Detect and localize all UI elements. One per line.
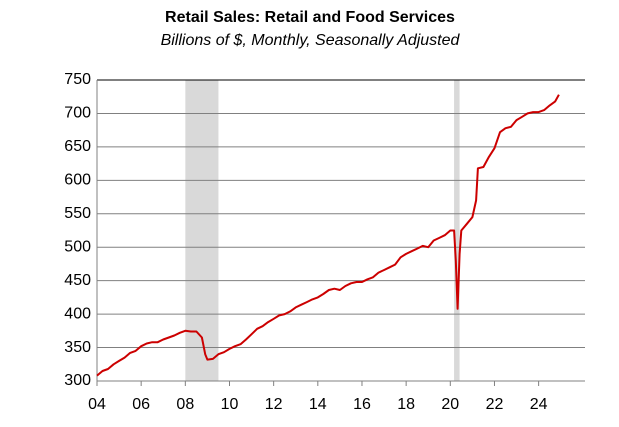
y-tick-label: 450: [64, 272, 91, 289]
y-tick-label: 300: [64, 372, 91, 389]
x-tick-label: 18: [397, 396, 415, 413]
chart-title: Retail Sales: Retail and Food Services: [165, 9, 455, 26]
x-tick-label: 08: [176, 396, 194, 413]
x-tick-label: 22: [486, 396, 504, 413]
x-tick-label: 20: [441, 396, 459, 413]
chart-subtitle: Billions of $, Monthly, Seasonally Adjus…: [161, 32, 461, 49]
data-line: [96, 94, 560, 377]
y-tick-label: 550: [64, 205, 91, 222]
y-tick-label: 350: [64, 339, 91, 356]
x-tick-label: 16: [353, 396, 371, 413]
y-tick-label: 750: [64, 71, 91, 88]
y-tick-label: 700: [64, 105, 91, 122]
x-tick-label: 10: [221, 396, 239, 413]
y-tick-label: 500: [64, 238, 91, 255]
y-tick-label: 650: [64, 138, 91, 155]
x-tick-label: 06: [132, 396, 150, 413]
y-tick-label: 400: [64, 305, 91, 322]
recession-band: [185, 80, 219, 381]
x-tick-label: 12: [265, 396, 283, 413]
recession-band: [454, 80, 460, 381]
y-tick-label: 600: [64, 172, 91, 189]
x-tick-label: 14: [309, 396, 327, 413]
x-tick-label: 24: [530, 396, 548, 413]
x-tick-label: 04: [88, 396, 106, 413]
